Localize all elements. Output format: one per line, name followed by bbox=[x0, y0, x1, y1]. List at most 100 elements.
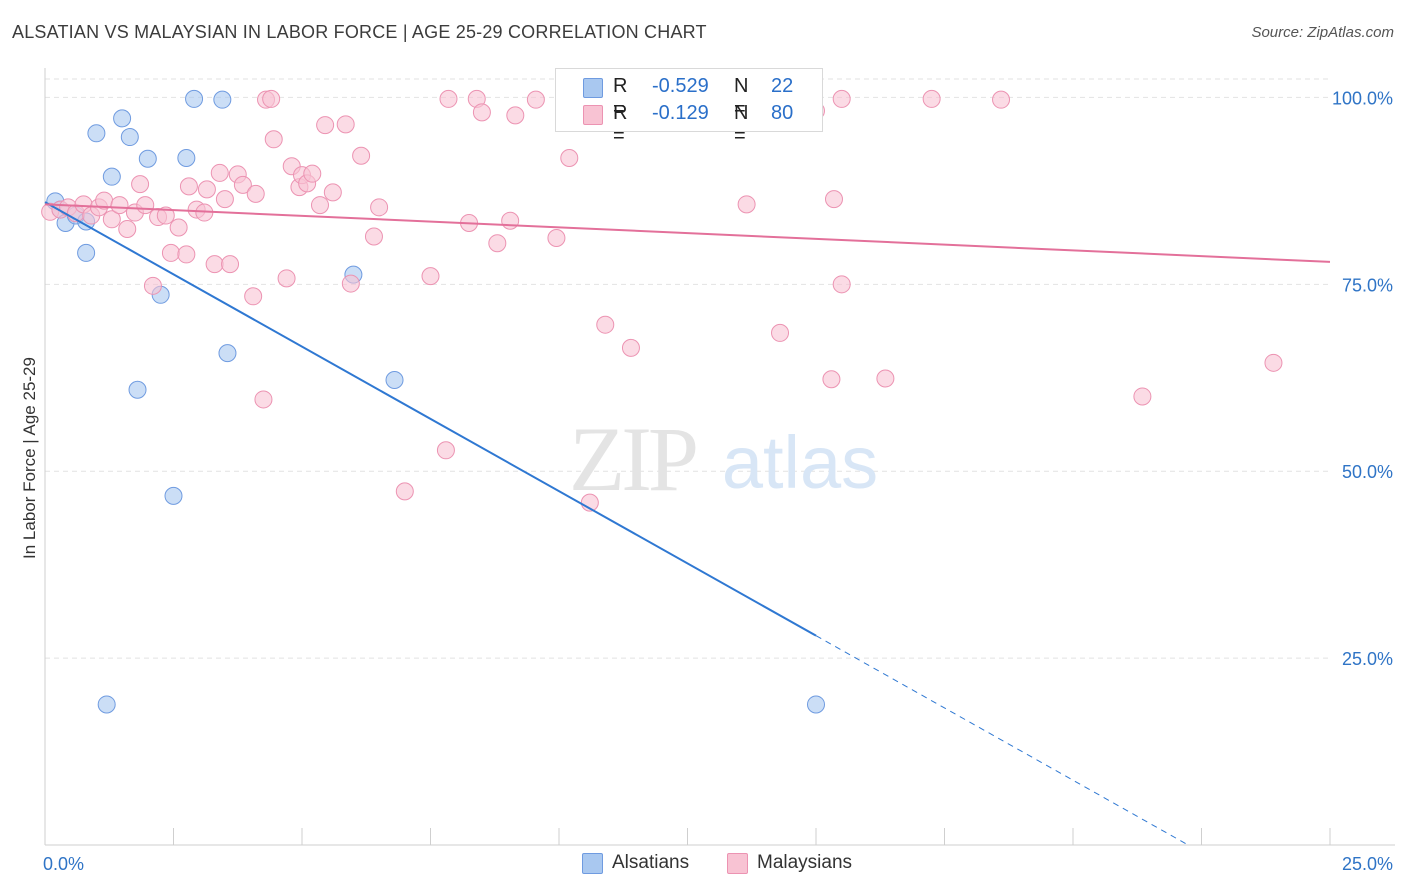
watermark-atlas: atlas bbox=[722, 421, 878, 504]
malaysian-point bbox=[169, 218, 188, 237]
alsatian-point bbox=[77, 243, 96, 262]
malaysian-point bbox=[876, 369, 895, 388]
malaysian-point bbox=[992, 90, 1011, 109]
malaysian-point bbox=[316, 116, 335, 135]
malaysian-point bbox=[1133, 387, 1152, 406]
alsatian-trend-line bbox=[44, 201, 817, 637]
malaysian-point bbox=[439, 89, 458, 108]
malaysian-point bbox=[233, 175, 252, 194]
malaysian-point bbox=[197, 180, 216, 199]
malaysian-point bbox=[110, 196, 129, 215]
malaysian-point bbox=[262, 89, 281, 108]
alsatian-point bbox=[120, 128, 139, 147]
data-points bbox=[41, 89, 1283, 714]
malaysian-point bbox=[310, 196, 329, 215]
malaysian-point bbox=[215, 190, 234, 209]
malaysian-point bbox=[118, 220, 137, 238]
chart-title: ALSATIAN VS MALAYSIAN IN LABOR FORCE | A… bbox=[12, 22, 707, 42]
malaysian-point bbox=[488, 234, 507, 253]
malaysian-point bbox=[177, 245, 196, 264]
malaysian-point bbox=[395, 482, 414, 501]
malaysian-point bbox=[246, 184, 265, 203]
alsatian-point bbox=[128, 380, 147, 399]
source-credit: Source: ZipAtlas.com bbox=[1251, 24, 1394, 41]
malaysian-point bbox=[771, 323, 790, 342]
alsatian-point bbox=[102, 167, 121, 186]
malaysian-point bbox=[596, 315, 615, 334]
y-tick-label: 100.0% bbox=[1332, 88, 1393, 108]
legend-swatch-malaysians bbox=[583, 105, 603, 125]
malaysian-point bbox=[501, 211, 520, 230]
alsatian-point bbox=[385, 371, 404, 390]
alsatian-point bbox=[177, 148, 196, 167]
alsatian-point bbox=[138, 149, 157, 168]
alsatian-point bbox=[213, 90, 232, 109]
legend-n-value: 22 bbox=[771, 75, 794, 97]
alsatian-point bbox=[807, 695, 825, 714]
legend-n-label: N = bbox=[734, 75, 749, 120]
malaysian-point bbox=[264, 130, 283, 149]
legend-swatch-alsatians bbox=[583, 78, 603, 98]
malaysian-point bbox=[303, 164, 322, 183]
malaysian-point bbox=[136, 196, 155, 215]
watermark-zip: ZIP bbox=[569, 408, 696, 510]
malaysian-point bbox=[526, 90, 545, 109]
alsatian-point bbox=[87, 124, 106, 143]
y-tick-label: 25.0% bbox=[1342, 649, 1393, 669]
x-tick-label: 0.0% bbox=[43, 854, 84, 874]
correlation-legend: R = -0.529 N = 22 R = -0.129 N = 80 bbox=[555, 68, 823, 147]
legend-n-label: N = bbox=[734, 102, 749, 147]
malaysian-point bbox=[205, 255, 224, 274]
y-tick-label: 75.0% bbox=[1342, 275, 1393, 295]
malaysian-point bbox=[822, 370, 841, 389]
malaysian-point bbox=[1264, 353, 1283, 372]
watermark: ZIP atlas bbox=[569, 408, 878, 510]
malaysian-trend-line bbox=[44, 203, 1331, 263]
malaysian-point bbox=[277, 269, 296, 288]
malaysian-point bbox=[221, 255, 240, 274]
malaysian-point bbox=[370, 198, 389, 217]
malaysian-point bbox=[179, 177, 198, 196]
tick-labels: 25.0% 50.0% 75.0% 100.0% 0.0% 25.0% bbox=[43, 88, 1393, 874]
malaysian-point bbox=[364, 227, 383, 246]
malaysian-point bbox=[922, 89, 941, 108]
x-tick-label: 25.0% bbox=[1342, 854, 1393, 874]
malaysian-point bbox=[102, 210, 121, 229]
malaysian-point bbox=[547, 228, 566, 247]
legend-swatch-malaysians bbox=[727, 853, 748, 874]
malaysian-point bbox=[156, 206, 175, 225]
malaysian-point bbox=[421, 267, 440, 286]
legend-n-value: 80 bbox=[771, 102, 794, 124]
malaysian-point bbox=[254, 390, 273, 409]
alsatian-point bbox=[97, 695, 116, 714]
malaysian-point bbox=[832, 275, 851, 294]
malaysian-point bbox=[161, 243, 180, 262]
alsatian-point bbox=[164, 486, 183, 505]
alsatian-point bbox=[113, 109, 132, 128]
alsatian-point bbox=[218, 344, 237, 363]
malaysian-point bbox=[323, 183, 342, 202]
malaysian-point bbox=[210, 163, 229, 182]
legend-label-malaysians: Malaysians bbox=[757, 852, 853, 873]
alsatian-trend-line-extension bbox=[815, 635, 1187, 845]
malaysian-point bbox=[341, 274, 360, 293]
malaysian-point bbox=[737, 195, 756, 214]
malaysian-point bbox=[506, 106, 525, 125]
malaysian-point bbox=[560, 148, 579, 167]
legend-swatch-alsatians bbox=[582, 853, 603, 874]
malaysian-point bbox=[436, 441, 455, 460]
legend-r-label: R = bbox=[613, 75, 628, 120]
alsatian-point bbox=[185, 89, 204, 108]
legend-r-value: -0.129 bbox=[652, 102, 709, 124]
legend-r-value: -0.529 bbox=[652, 75, 709, 97]
malaysian-point bbox=[832, 89, 851, 108]
legend-label-alsatians: Alsatians bbox=[612, 852, 690, 873]
malaysian-point bbox=[352, 146, 371, 165]
malaysian-point bbox=[336, 115, 355, 134]
malaysian-point bbox=[824, 190, 843, 209]
malaysian-point bbox=[472, 103, 491, 122]
trend-lines bbox=[44, 201, 1331, 845]
legend-r-label: R = bbox=[613, 102, 628, 147]
malaysian-point bbox=[621, 338, 640, 357]
